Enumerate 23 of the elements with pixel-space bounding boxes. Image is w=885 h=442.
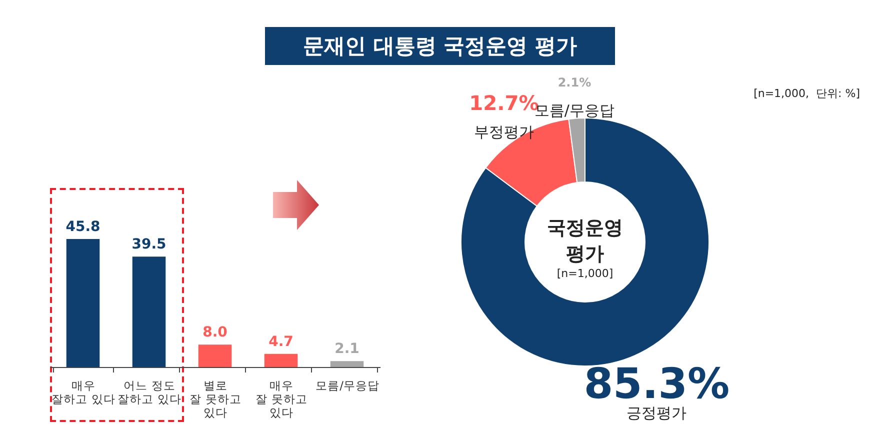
x-tick-label: 어느 정도 잘하고 있다 [118,378,182,406]
text: [n=1,000, 단위: %] [752,86,860,101]
data-label: 4.7 [268,334,294,350]
x-tick-label: 별로 잘 못하고 있다 [190,378,242,420]
bar [66,239,100,367]
bar [132,256,166,367]
bar [198,344,232,367]
text: [n=1,000] [556,267,614,280]
data-label: 2.1% [558,75,592,90]
x-tick-label: 모름/무응답 [316,378,380,392]
text: 국정운영 평가 [546,216,624,267]
donut-slice [460,118,710,366]
bar [264,354,298,367]
x-tick-label: 매우 잘하고 있다 [52,378,116,406]
data-label: 39.5 [132,236,166,253]
x-tick-label: 매우 잘 못하고 있다 [256,378,308,420]
slice-label: 부정평가 [474,122,534,141]
data-label: 2.1 [334,341,360,358]
slice-label: 긍정평가 [626,404,687,422]
data-label: 45.8 [66,219,100,235]
data-label: 8.0 [202,324,228,341]
text: 문재인 대통령 국정운영 평가 [265,27,615,65]
bar [330,361,364,367]
